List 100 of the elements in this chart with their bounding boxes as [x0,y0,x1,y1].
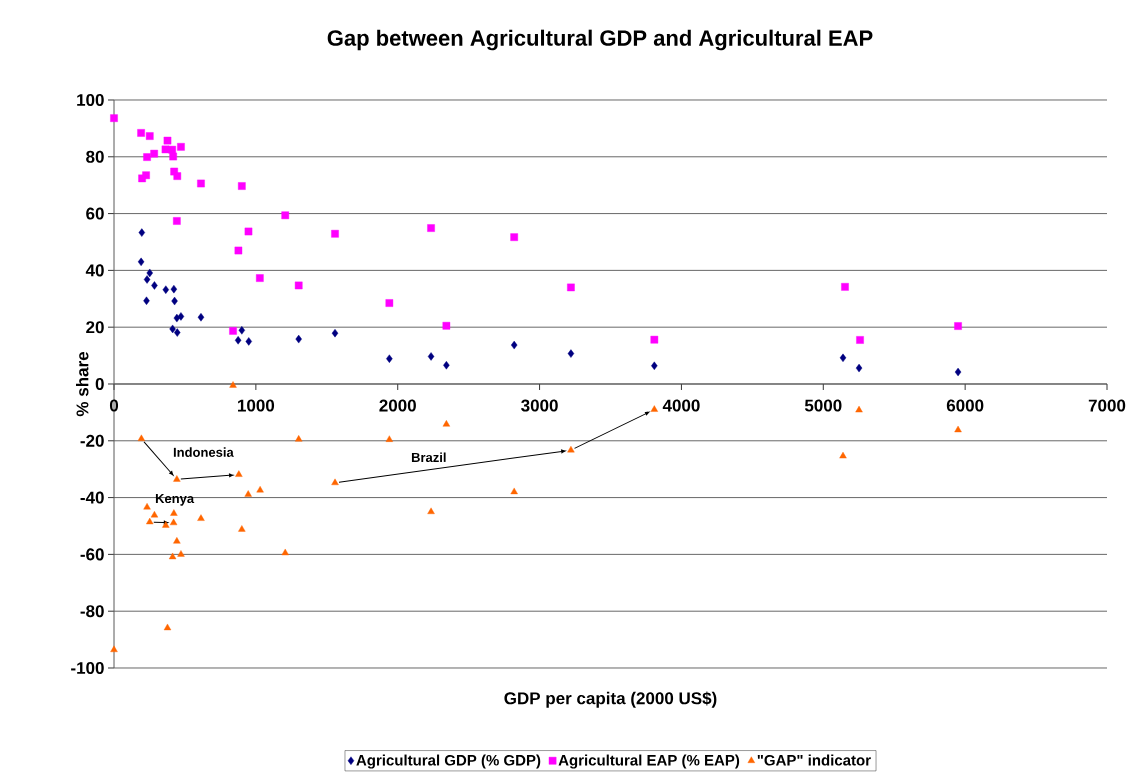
point [954,425,962,433]
point [143,153,151,161]
point [234,336,242,345]
y-tick-label: -80 [80,605,104,618]
point [281,548,289,556]
x-tick-label: 7000 [1088,399,1126,412]
point [137,257,145,267]
x-tick-label: 0 [109,399,119,412]
annotation: Kenya [155,494,195,506]
y-tick-label: -100 [71,661,104,675]
point [567,283,575,292]
point [138,174,146,183]
point [510,340,518,350]
point [295,435,303,442]
point [954,322,962,330]
point [855,405,863,413]
point [386,354,393,363]
point [138,228,146,237]
x-axis-title: GDP per capita (2000 US$) [504,691,717,708]
x-tick-label: 1000 [238,399,275,412]
point [173,537,181,544]
y-tick-label: 60 [86,207,104,220]
point [168,145,176,154]
y-tick-label: -60 [80,548,104,561]
point [294,281,303,290]
point [331,229,339,238]
y-tick-label: 100 [77,93,104,107]
point [510,233,518,241]
point [170,509,178,516]
point [650,335,659,344]
y-tick-label: 0 [95,377,104,391]
point [443,361,450,370]
point [169,518,178,526]
point [168,552,177,560]
point [110,114,118,122]
point [855,363,863,373]
point [170,284,178,294]
y-tick-label: 80 [86,150,104,163]
point [567,349,575,358]
legend-label: "GAP" indicator [757,754,871,766]
point [281,211,290,220]
point [173,475,181,482]
y-tick-label: 20 [86,321,104,334]
point [841,283,849,291]
point [197,313,205,322]
point [110,645,118,653]
point [427,224,435,232]
point [256,486,264,493]
point [650,405,658,412]
point [197,179,205,188]
point [161,145,170,154]
point [839,353,847,363]
point [137,434,146,441]
point [173,217,181,225]
point [567,445,575,453]
legend-label: Agricultural GDP (% GDP) [356,754,541,769]
point [245,337,252,346]
point [146,517,154,525]
y-tick-label: -20 [80,434,104,447]
point [162,285,169,294]
point [839,451,847,459]
point [143,275,151,284]
point [177,312,185,321]
point [954,367,962,377]
y-tick-label: 40 [85,264,104,277]
point [427,507,435,514]
point [169,152,177,161]
point [151,281,158,290]
x-tick-label: 4000 [662,399,700,412]
point [150,510,159,518]
point [173,172,182,180]
point [256,274,264,282]
point [143,296,150,305]
point [427,352,435,361]
point [385,299,394,307]
point [146,268,153,278]
point [177,550,185,557]
point [244,227,253,236]
chart-title: Gap between Agricultural GDP and Agricultural EAP [327,29,873,51]
point [856,336,864,344]
point [143,503,151,510]
point [145,132,154,140]
point [234,246,243,255]
y-tick-label: -40 [80,491,104,504]
point [442,321,451,330]
point [163,136,172,145]
point [331,478,339,486]
point [442,420,451,427]
point [651,361,658,371]
point [385,435,394,442]
point [174,328,181,337]
point [510,487,518,495]
point [331,328,339,338]
x-tick-label: 2000 [379,399,416,412]
x-tick-label: 3000 [521,399,558,412]
point [295,334,302,344]
x-tick-label: 6000 [946,399,984,412]
y-axis-title: % share [76,351,89,417]
point [244,490,252,497]
point [238,182,246,190]
